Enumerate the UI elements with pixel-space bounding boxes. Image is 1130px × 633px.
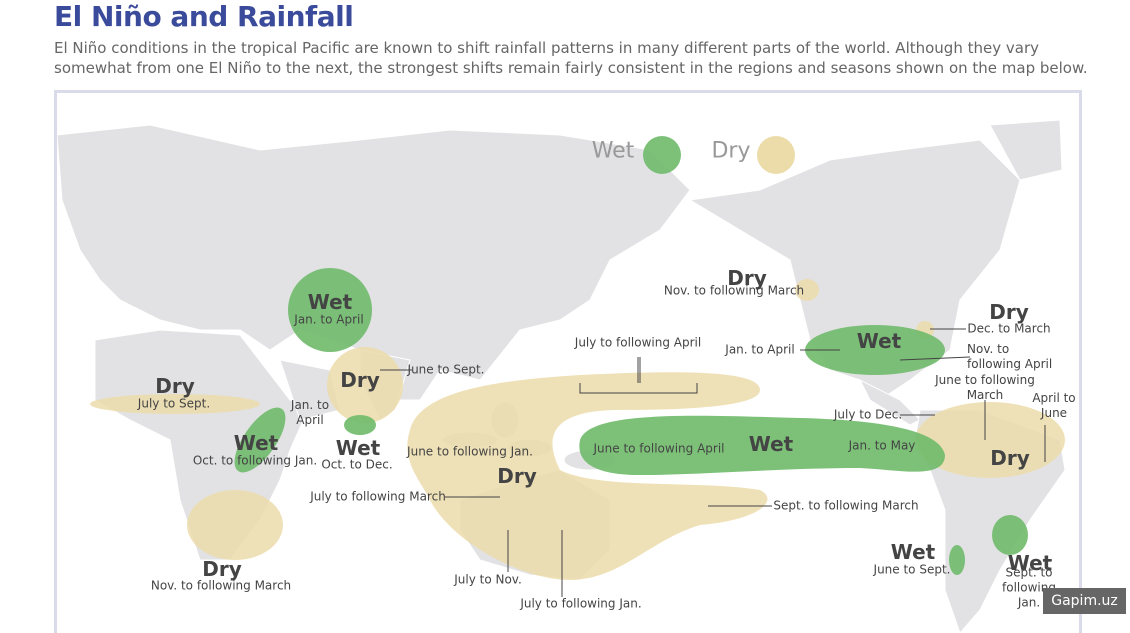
region-label: Dry [989, 300, 1029, 324]
season-label: Jan. to May [848, 438, 916, 453]
season-label: June to following Jan. [407, 444, 533, 459]
season-label: April to June [1032, 391, 1076, 420]
region-label: Wet [233, 431, 279, 455]
region-label: Wet [1007, 551, 1053, 575]
season-label: July to following March [310, 489, 446, 504]
map-drawing [57, 119, 1066, 633]
region-label: Dry [497, 464, 537, 488]
region-label: Wet [748, 432, 794, 456]
season-label: Jan. to April [725, 342, 795, 357]
season-label: Nov. to following March [150, 578, 292, 593]
title: El Niño and Rainfall [54, 0, 354, 33]
season-label: Jan. to April [290, 398, 330, 427]
region-label: Wet [307, 290, 353, 314]
season-label: July to Dec. [833, 407, 903, 422]
season-label: Sept. to following Jan. [1002, 565, 1056, 610]
season-label: June to Sept. [407, 362, 485, 377]
map [54, 90, 1082, 633]
legend-label: Dry [711, 138, 751, 164]
dry-areas [90, 279, 1065, 580]
season-label: July to following April [574, 335, 702, 350]
region-label: Wet [890, 540, 936, 564]
season-label: June to Sept. [873, 562, 951, 577]
region-label: Dry [202, 557, 242, 581]
region-label: Wet [856, 329, 902, 353]
region-label: Dry [340, 368, 380, 392]
season-label: Dec. to March [967, 321, 1051, 336]
season-label: Nov. to following March [663, 283, 805, 298]
season-label: June to following April [593, 441, 725, 456]
season-label: Oct. to following Jan. [192, 453, 318, 468]
season-label: July to Nov. [454, 572, 522, 587]
season-label: July to following Jan. [520, 596, 642, 611]
page: {"header": {"title": "El Niño and Rainfa… [54, 0, 1126, 633]
season-label: Jan. to April [294, 312, 364, 327]
season-label: June to following March [935, 373, 1035, 402]
legend-label: Wet [591, 138, 635, 164]
season-label: Oct. to Dec. [321, 457, 393, 472]
season-label: Sept. to following March [773, 498, 919, 513]
region-label: Dry [155, 374, 195, 398]
legend-swatch [757, 136, 795, 174]
region-label: Dry [727, 266, 767, 290]
watermark: Gapim.uz [1043, 588, 1126, 614]
season-label: Nov. to following April [967, 342, 1053, 371]
region-label: Dry [990, 446, 1030, 470]
region-label: Wet [335, 436, 381, 460]
season-label: July to Sept. [137, 396, 211, 411]
leader-lines [380, 328, 1046, 597]
wet-areas [234, 136, 1028, 575]
description: El Niño conditions in the tropical Pacif… [54, 39, 1088, 77]
